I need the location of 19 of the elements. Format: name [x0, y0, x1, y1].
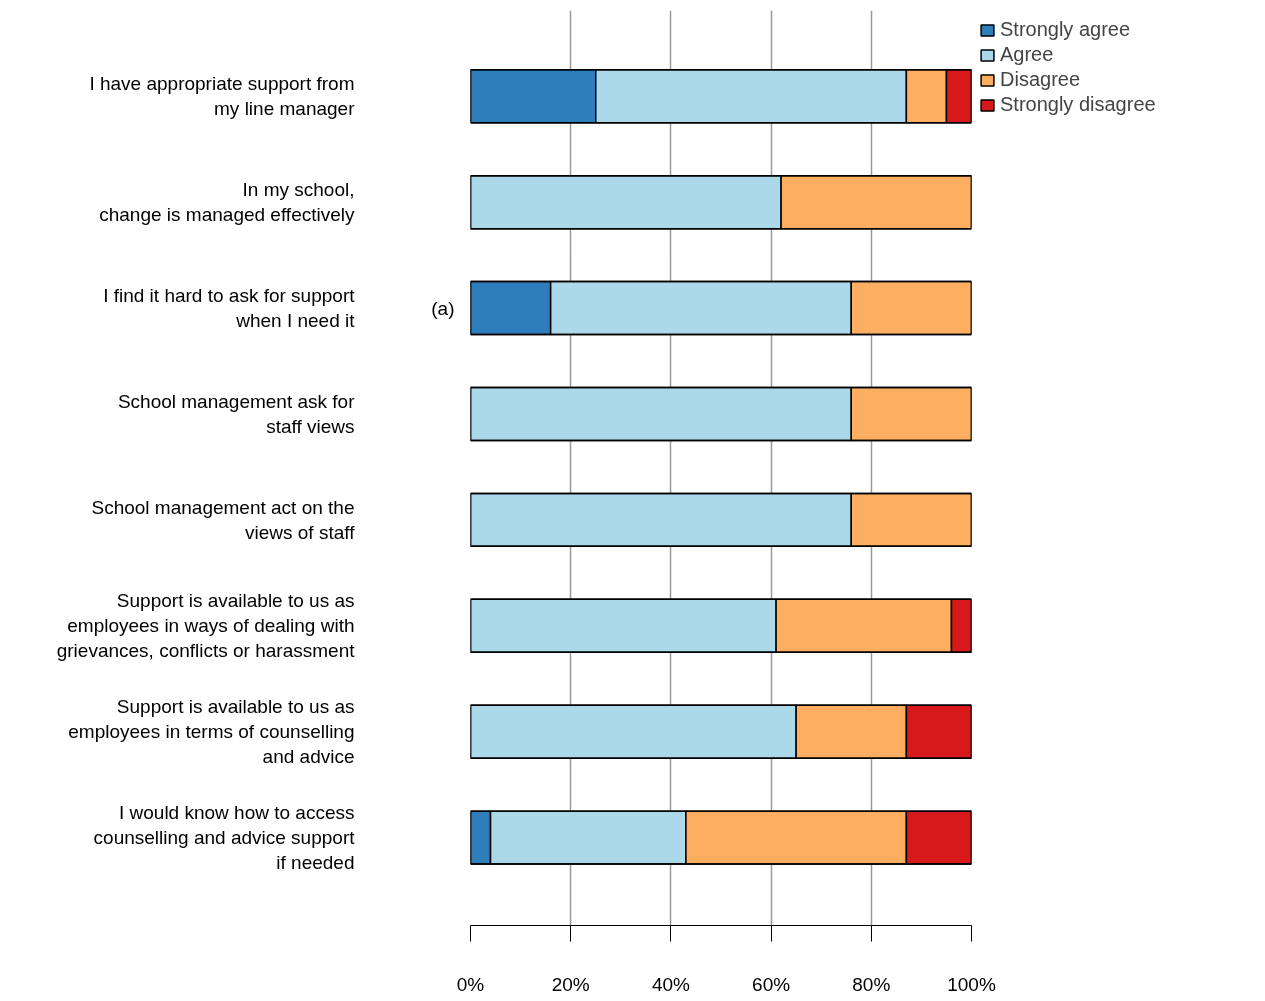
legend-label: Strongly disagree [1000, 93, 1156, 116]
x-tick-label: 40% [651, 973, 691, 995]
x-tick-label: 20% [551, 973, 590, 995]
legend-label: Strongly agree [1000, 18, 1131, 41]
x-tick-label: 100% [947, 973, 996, 995]
legend-label: Agree [1000, 43, 1054, 66]
y-tick-label: School management act on the views of staff [91, 496, 356, 543]
y-tick-label: I would know how to access counselling and advice support if needed [93, 801, 356, 874]
x-tick-label: 0% [456, 973, 485, 995]
y-tick-label: I find it hard to ask for support when I need it [103, 284, 356, 332]
legend-label: Disagree [1000, 68, 1081, 91]
y-tick-label: I have appropriate support from my line manager [89, 73, 356, 120]
y-tick-label: School management ask for staff views [117, 390, 356, 438]
y-tick-label: Support is available to us as employees in ways of dealing with grievances, conflicts or harassment [56, 590, 356, 662]
x-tick-label: 80% [852, 973, 891, 995]
text: (a) [431, 297, 455, 319]
y-tick-label: In my school, change is managed effectively [99, 179, 355, 226]
y-tick-label: Support is available to us as employees in terms of counselling and advice [68, 696, 355, 768]
x-tick-label: 60% [752, 973, 791, 995]
